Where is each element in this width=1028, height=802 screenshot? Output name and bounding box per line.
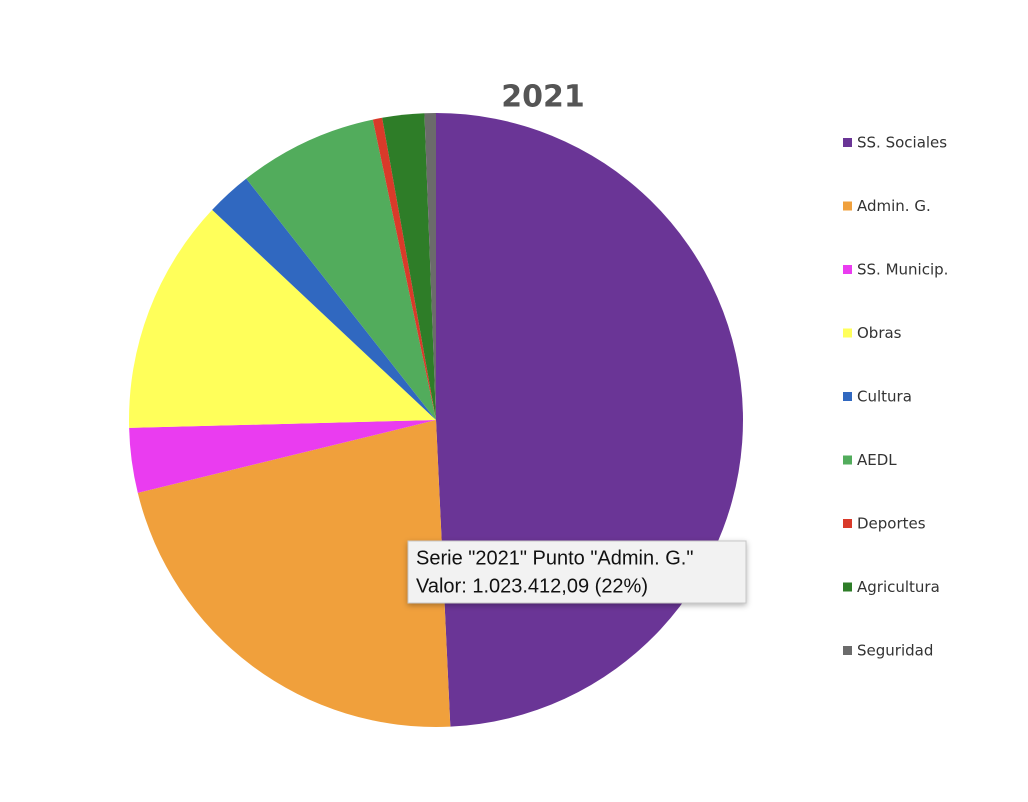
- legend-label: SS. Sociales: [857, 134, 947, 152]
- legend-label: Agricultura: [857, 578, 940, 596]
- legend-label: Admin. G.: [857, 197, 931, 215]
- tooltip: Serie "2021" Punto "Admin. G." Valor: 1.0…: [407, 540, 747, 604]
- legend-label: AEDL: [857, 451, 897, 469]
- legend-swatch: [843, 582, 852, 592]
- pie-slice: [212, 178, 436, 420]
- tooltip-text: Serie "2021" Punto "Admin. G.": [416, 547, 693, 569]
- legend-swatch: [843, 265, 852, 274]
- pie-slice: [129, 420, 436, 493]
- legend-label: Obras: [857, 324, 902, 342]
- legend-label: SS. Municip.: [857, 261, 948, 279]
- pie-slice: [382, 113, 436, 420]
- chart-title: 2021: [501, 80, 585, 115]
- pie-slice: [129, 209, 436, 428]
- legend-swatch: [843, 328, 852, 338]
- legend-label: Deportes: [857, 515, 926, 533]
- legend-swatch: [843, 201, 852, 211]
- legend-label: Seguridad: [857, 642, 933, 660]
- legend-swatch: [843, 519, 852, 528]
- legend: SS. Sociales Admin. G. SS. Municip. Obras Cu…: [843, 134, 948, 660]
- tooltip-text: Valor: 1.023.412,09 (22%): [416, 575, 648, 597]
- legend-swatch: [843, 455, 852, 465]
- pie-slice: [137, 420, 451, 727]
- tooltip-box: [407, 540, 747, 604]
- pie-slice: [436, 113, 743, 727]
- legend-swatch: [843, 646, 852, 655]
- pie-slice: [424, 113, 436, 420]
- pie-slice: [372, 117, 436, 420]
- legend-swatch: [843, 138, 852, 147]
- legend-label: Cultura: [857, 388, 912, 406]
- pie-slice: [246, 119, 436, 420]
- pie: [129, 113, 743, 727]
- legend-swatch: [843, 392, 852, 401]
